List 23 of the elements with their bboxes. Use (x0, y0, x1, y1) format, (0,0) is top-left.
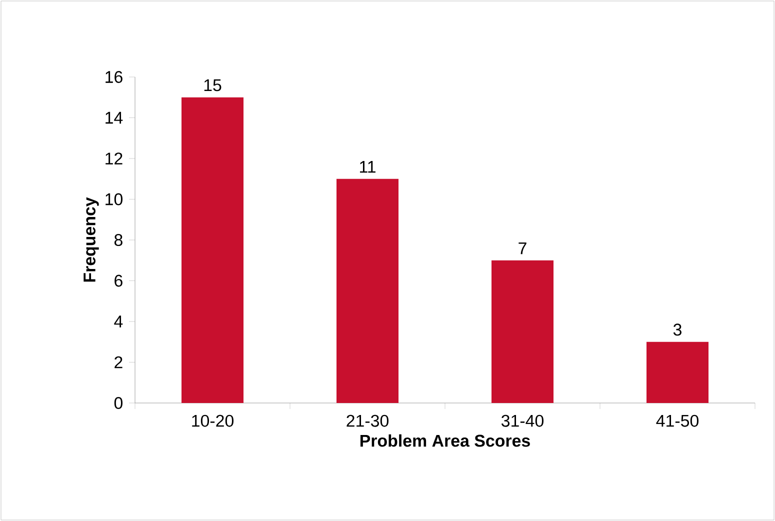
x-axis-title: Problem Area Scores (360, 434, 530, 447)
x-tick-label: 41-50 (656, 414, 698, 427)
y-tick-label: 0 (114, 397, 122, 409)
y-tick-label: 14 (106, 112, 123, 124)
bar (646, 342, 709, 403)
data-label: 7 (518, 242, 526, 254)
y-tick-label: 16 (106, 71, 122, 83)
y-tick-label: 8 (114, 234, 122, 246)
data-label: 3 (673, 324, 682, 336)
y-tick-label: 6 (114, 274, 122, 287)
x-tick-label: 10-20 (192, 414, 234, 427)
bar (492, 260, 554, 403)
bar (336, 178, 399, 403)
y-axis-title: Frequency (84, 197, 99, 282)
y-tick-label: 12 (106, 152, 122, 164)
y-tick-label: 10 (106, 193, 122, 206)
x-tick-label: 21-30 (346, 414, 388, 427)
y-tick-label: 4 (114, 316, 123, 328)
bar (182, 97, 244, 403)
data-label: 11 (360, 161, 376, 173)
x-tick-label: 31-40 (501, 414, 544, 427)
y-tick-label: 2 (114, 356, 122, 368)
data-label: 15 (204, 79, 222, 92)
